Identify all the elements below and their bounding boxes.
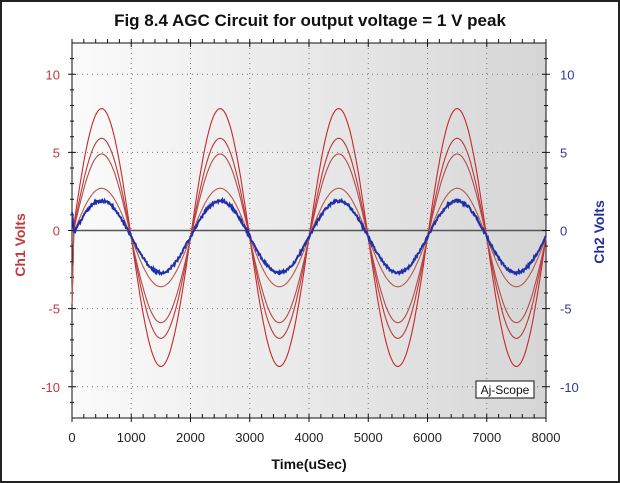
watermark: Aj-Scope xyxy=(476,381,534,398)
x-tick-label: 4000 xyxy=(295,430,324,445)
x-tick-label: 3000 xyxy=(235,430,264,445)
y2-tick-label: -10 xyxy=(560,380,579,395)
x-tick-label: 0 xyxy=(68,430,75,445)
x-axis-label: Time(uSec) xyxy=(271,456,346,472)
chart-svg: Fig 8.4 AGC Circuit for output voltage =… xyxy=(0,0,620,483)
y-tick-label: -10 xyxy=(41,380,60,395)
x-tick-label: 5000 xyxy=(354,430,383,445)
chart-title: Fig 8.4 AGC Circuit for output voltage =… xyxy=(114,11,506,30)
y2-axis-label: Ch2 Volts xyxy=(591,200,607,264)
y-tick-label: -5 xyxy=(48,302,60,317)
x-tick-label: 8000 xyxy=(532,430,561,445)
y-tick-label: 5 xyxy=(53,145,60,160)
y2-tick-label: 5 xyxy=(560,145,567,160)
y-axis-label: Ch1 Volts xyxy=(12,213,28,277)
x-tick-label: 1000 xyxy=(117,430,146,445)
y-tick-label: 10 xyxy=(46,67,60,82)
y-tick-label: 0 xyxy=(53,224,60,239)
watermark-text: Aj-Scope xyxy=(481,383,530,397)
x-tick-label: 6000 xyxy=(413,430,442,445)
x-tick-label: 7000 xyxy=(472,430,501,445)
y2-tick-label: 0 xyxy=(560,224,567,239)
x-tick-label: 2000 xyxy=(176,430,205,445)
y2-tick-label: 10 xyxy=(560,67,574,82)
y2-tick-label: -5 xyxy=(560,302,572,317)
